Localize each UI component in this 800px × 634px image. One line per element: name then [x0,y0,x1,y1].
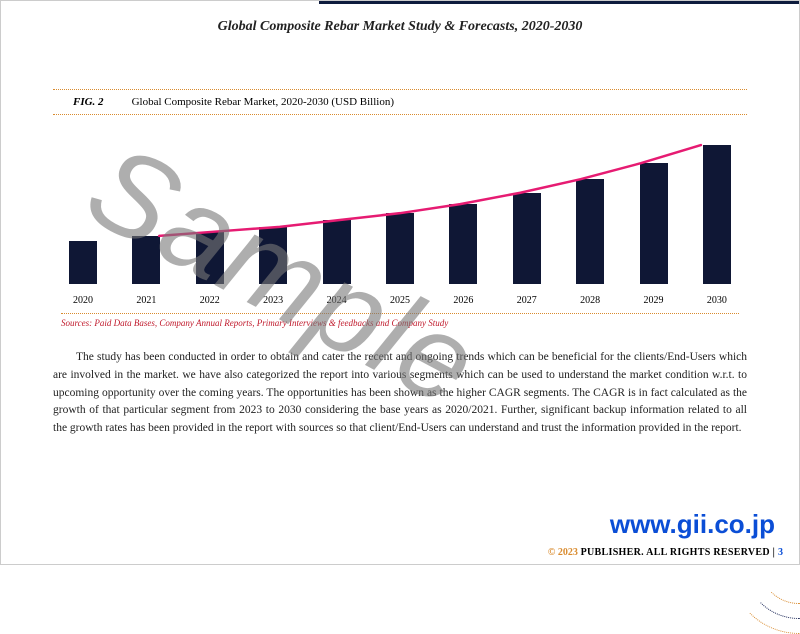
document-page: Global Composite Rebar Market Study & Fo… [0,0,800,565]
x-axis-label: 2025 [386,295,414,306]
x-axis-label: 2023 [259,295,287,306]
x-axis-label: 2022 [196,295,224,306]
bar [196,232,224,284]
x-axis-label: 2020 [69,295,97,306]
footer: © 2023 PUBLISHER. ALL RIGHTS RESERVED | … [548,547,783,558]
document-title: Global Composite Rebar Market Study & Fo… [1,19,799,35]
bar [386,213,414,284]
x-axis-label: 2026 [449,295,477,306]
bar-chart: 2020 2021 2022 2023 2024 2025 2026 2027 2028 2029… [61,136,739,306]
bar [132,236,160,284]
footer-copyright: © 2023 [548,547,578,558]
website-url: www.gii.co.jp [610,509,775,540]
bar [69,241,97,284]
x-axis-label: 2030 [703,295,731,306]
x-axis-label: 2021 [132,295,160,306]
footer-page-number: 3 [778,547,783,558]
figure-caption: FIG. 2 Global Composite Rebar Market, 20… [53,89,747,115]
x-axis-label: 2029 [640,295,668,306]
bar [449,204,477,284]
bar [513,193,541,284]
divider [53,114,747,115]
figure-title: Global Composite Rebar Market, 2020-2030… [132,96,394,108]
x-axis-label: 2028 [576,295,604,306]
figure-sources: Sources: Paid Data Bases, Company Annual… [61,313,739,328]
bar [323,220,351,284]
footer-rights: PUBLISHER. ALL RIGHTS RESERVED | [578,547,778,558]
x-axis-label: 2027 [513,295,541,306]
bar [576,179,604,284]
bar [259,227,287,284]
bar [703,145,731,284]
bar [640,163,668,284]
x-axis-label: 2024 [323,295,351,306]
figure-number: FIG. 2 [73,96,104,108]
body-paragraph: The study has been conducted in order to… [53,349,747,438]
top-rule [319,1,799,4]
